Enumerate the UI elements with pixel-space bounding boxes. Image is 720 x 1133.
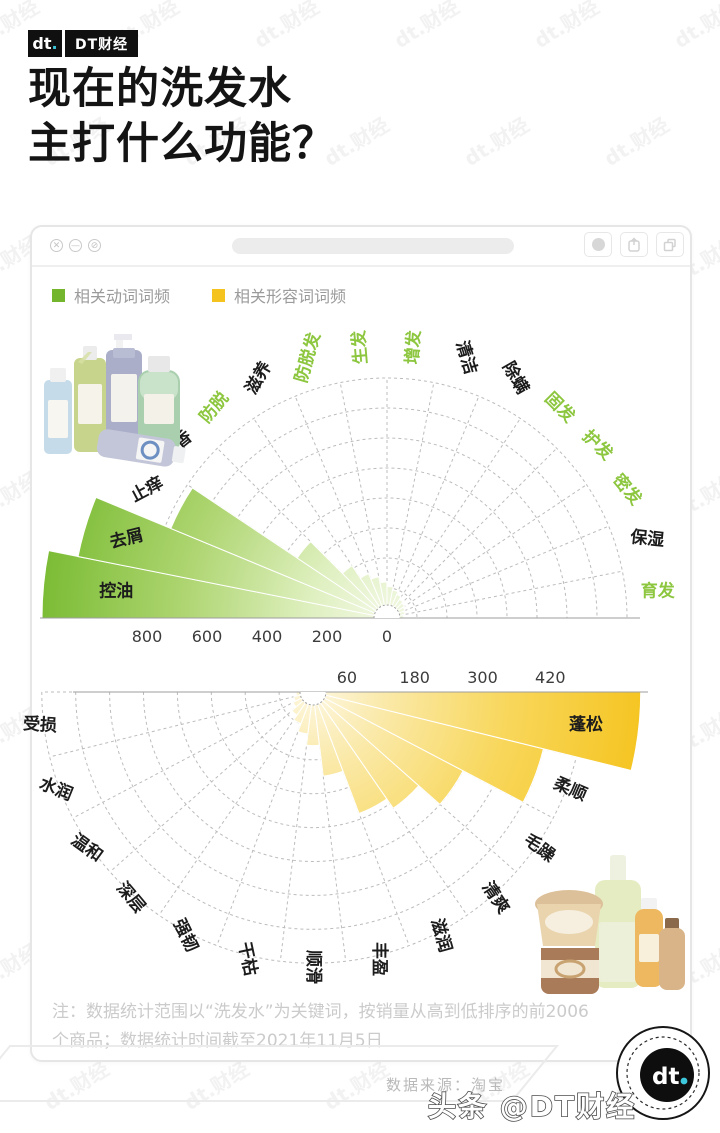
- footnote: 注：数据统计范围以“洗发水”为关键词，按销量从高到低排序的前2006 个商品；数…: [52, 998, 652, 1056]
- watermark-text: dt.财经: [459, 112, 534, 171]
- watermark-text: dt.财经: [529, 0, 604, 53]
- brand-name: DT财经: [65, 30, 139, 57]
- windows-button[interactable]: [656, 232, 684, 257]
- block-icon[interactable]: ⊘: [88, 239, 101, 252]
- watermark-text: dt.财经: [669, 0, 720, 53]
- dt-logo-icon: dt.: [28, 30, 62, 57]
- dt-round-logo-dot: [680, 1077, 688, 1085]
- watermark-text: dt.财经: [389, 0, 464, 53]
- profile-icon: [591, 238, 605, 251]
- browser-window: ✕ — ⊘: [30, 225, 692, 1062]
- data-source: 数据来源：淘宝: [385, 1076, 505, 1094]
- window-titlebar: ✕ — ⊘: [32, 227, 690, 267]
- legend-swatch-yellow: [212, 288, 226, 302]
- share-button[interactable]: [620, 232, 648, 257]
- dt-round-logo-text: dt: [652, 1064, 679, 1090]
- page-title-line1: 现在的洗发水: [28, 64, 292, 114]
- share-icon: [628, 237, 640, 252]
- page-title: 现在的洗发水 主打什么功能？: [28, 62, 336, 172]
- footnote-line1: 注：数据统计范围以“洗发水”为关键词，按销量从高到低排序的前2006: [52, 1002, 589, 1022]
- legend-item-adjectives: 相关形容词词频: [212, 283, 346, 307]
- footnote-line2: 个商品；数据统计时间截至2021年11月5日: [52, 1031, 383, 1051]
- watermark-text: dt.财经: [599, 112, 674, 171]
- legend-item-verbs: 相关动词词频: [52, 283, 170, 307]
- windows-icon: [663, 238, 676, 251]
- profile-button[interactable]: [584, 232, 612, 257]
- url-bar[interactable]: [232, 238, 514, 254]
- legend-label-adjectives: 相关形容词词频: [234, 287, 347, 306]
- brand-header: dt. DT财经: [28, 30, 139, 57]
- legend-swatch-green: [52, 288, 65, 302]
- chart-legend: 相关动词词频 相关形容词词频: [52, 283, 346, 307]
- minimize-icon[interactable]: —: [69, 239, 82, 252]
- legend-label-verbs: 相关动词词频: [74, 287, 171, 306]
- watermark-text: dt.财经: [249, 0, 324, 53]
- page-title-line2: 主打什么功能？: [28, 119, 336, 169]
- watermark-text: dt.财经: [599, 1056, 674, 1115]
- close-icon[interactable]: ✕: [50, 239, 63, 252]
